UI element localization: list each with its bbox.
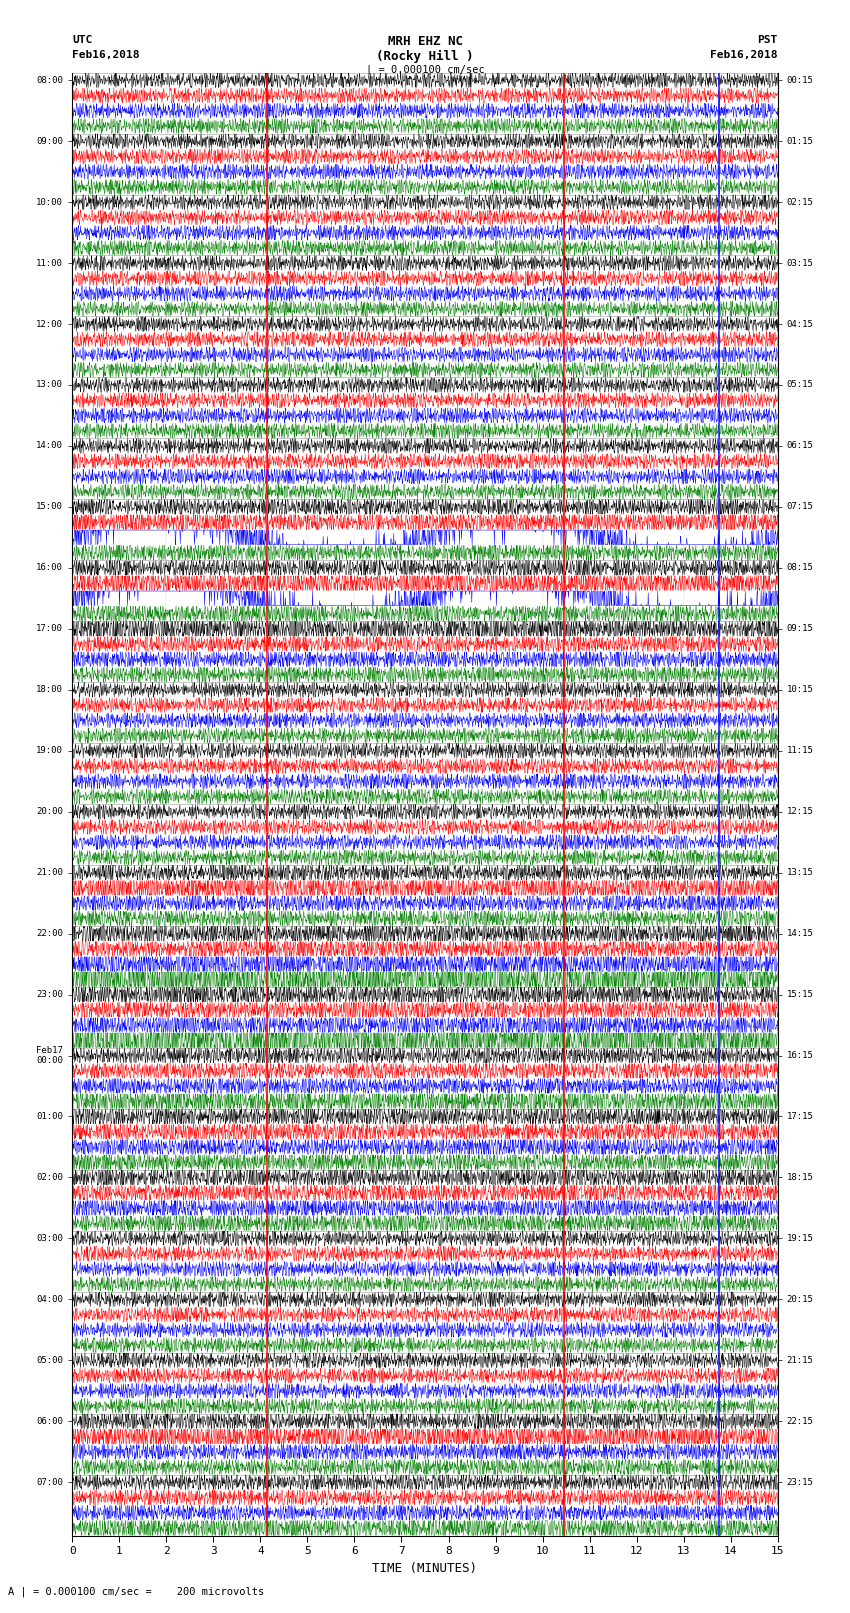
Text: PST: PST xyxy=(757,35,778,45)
Text: Feb16,2018: Feb16,2018 xyxy=(711,50,778,60)
X-axis label: TIME (MINUTES): TIME (MINUTES) xyxy=(372,1561,478,1574)
Text: | = 0.000100 cm/sec: | = 0.000100 cm/sec xyxy=(366,65,484,76)
Text: UTC: UTC xyxy=(72,35,93,45)
Text: (Rocky Hill ): (Rocky Hill ) xyxy=(377,50,473,63)
Text: Feb16,2018: Feb16,2018 xyxy=(72,50,139,60)
Text: MRH EHZ NC: MRH EHZ NC xyxy=(388,35,462,48)
Text: A | = 0.000100 cm/sec =    200 microvolts: A | = 0.000100 cm/sec = 200 microvolts xyxy=(8,1586,264,1597)
